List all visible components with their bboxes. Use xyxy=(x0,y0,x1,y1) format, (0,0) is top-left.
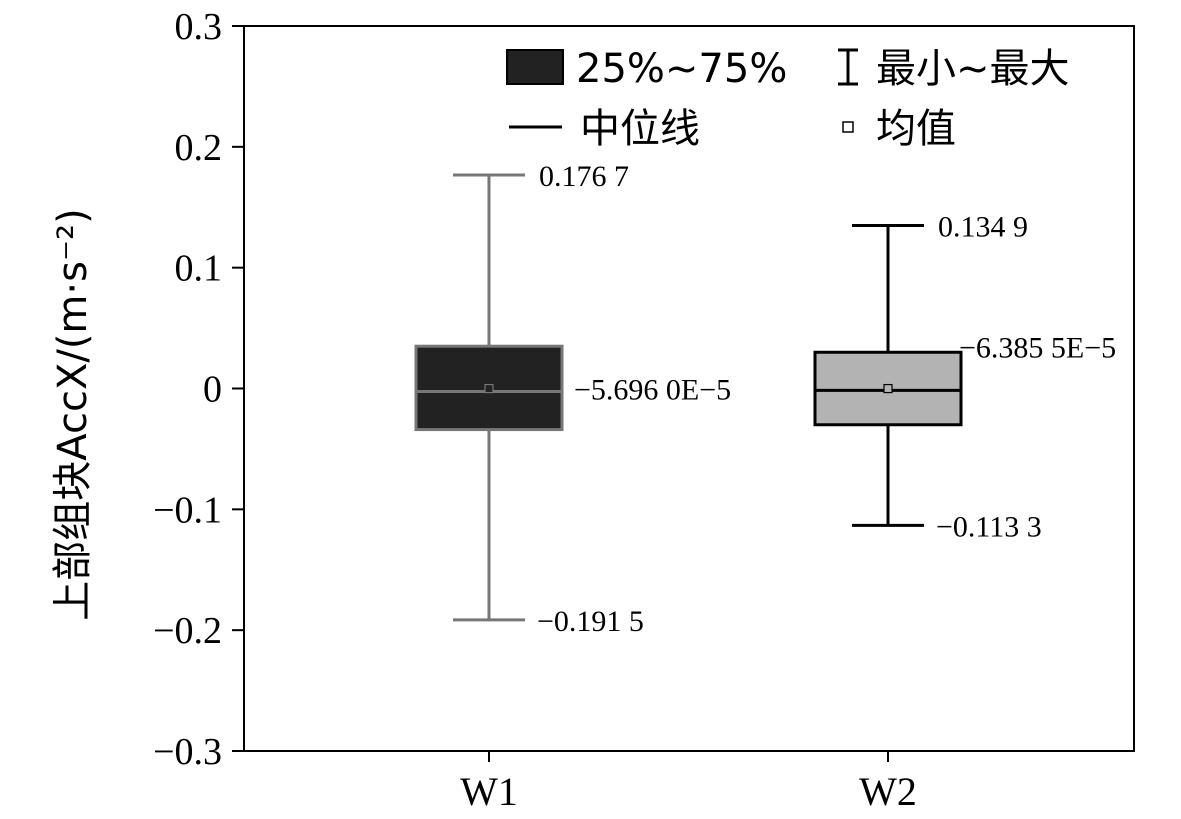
box-w1 xyxy=(414,173,564,622)
x-tick-label: W1 xyxy=(460,769,518,814)
y-tick-label: 0.1 xyxy=(175,248,223,290)
y-tick-label: −0.3 xyxy=(153,731,222,773)
legend-label-whisker: 最小~最大 xyxy=(876,46,1070,92)
y-axis-ticks: 0.3 0.2 0.1 0 −0.1 −0.2 −0.3 xyxy=(153,6,244,773)
annotation-w1-mean: −5.696 0E−5 xyxy=(574,374,731,407)
mean-marker xyxy=(484,383,494,394)
y-tick-label: −0.2 xyxy=(153,610,222,652)
annotation-w2-max: 0.134 9 xyxy=(938,210,1028,243)
y-tick-label: 0 xyxy=(203,369,222,411)
y-tick-label: 0.2 xyxy=(175,127,223,169)
mean-marker xyxy=(883,383,893,394)
y-tick-label: 0.3 xyxy=(175,6,223,48)
annotation-w1-max: 0.176 7 xyxy=(539,160,629,193)
value-annotations: 0.176 7 −5.696 0E−5 −0.191 5 0.134 9 −6.385 … xyxy=(537,160,1116,638)
box-series xyxy=(414,173,963,622)
annotation-w2-mean: −6.385 5E−5 xyxy=(959,331,1116,364)
x-tick-label: W2 xyxy=(859,769,917,814)
plot-frame xyxy=(243,25,1135,752)
legend-box-symbol xyxy=(506,49,564,85)
x-axis-ticks: W1 W2 xyxy=(460,751,917,814)
y-tick-label: −0.1 xyxy=(153,489,222,531)
legend-label-box: 25%~75% xyxy=(576,46,787,92)
y-axis-label: 上部组块AccX/(m·s⁻²) xyxy=(50,208,96,620)
annotation-w1-min: −0.191 5 xyxy=(537,605,644,638)
box-w2 xyxy=(813,223,963,527)
legend-label-mean: 均值 xyxy=(876,106,956,152)
annotation-w2-min: −0.113 3 xyxy=(936,510,1042,543)
legend-label-median: 中位线 xyxy=(580,106,700,152)
legend-mean-symbol xyxy=(842,121,854,133)
